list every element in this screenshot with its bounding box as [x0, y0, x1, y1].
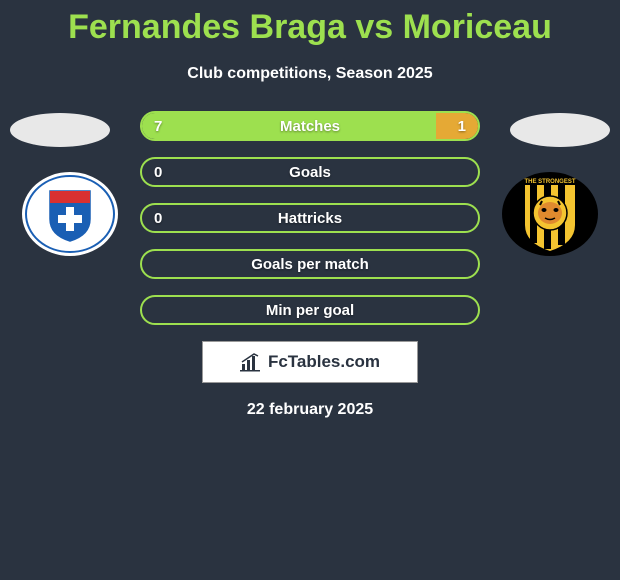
- subtitle: Club competitions, Season 2025: [0, 65, 620, 83]
- club-badge-left: [20, 171, 120, 257]
- chart-icon: [240, 352, 262, 372]
- svg-text:THE STRONGEST: THE STRONGEST: [524, 179, 575, 185]
- stat-bar: Min per goal: [140, 295, 480, 325]
- brand-badge[interactable]: FcTables.com: [202, 341, 418, 383]
- stat-bar: Goals per match: [140, 249, 480, 279]
- stat-label: Goals: [142, 159, 478, 185]
- stat-label: Matches: [142, 113, 478, 139]
- player-right-avatar-placeholder: [510, 113, 610, 147]
- brand-text: FcTables.com: [268, 352, 380, 372]
- stat-bar: 71Matches: [140, 111, 480, 141]
- stat-bars: 71Matches 0Goals 0Hattricks Goals per match…: [140, 111, 480, 325]
- player-left-avatar-placeholder: [10, 113, 110, 147]
- stat-label: Min per goal: [142, 297, 478, 323]
- club-badge-right: THE STRONGEST: [500, 171, 600, 257]
- stat-bar: 0Hattricks: [140, 203, 480, 233]
- page-title: Fernandes Braga vs Moriceau: [0, 0, 620, 47]
- stat-label: Hattricks: [142, 205, 478, 231]
- stat-label: Goals per match: [142, 251, 478, 277]
- stat-bar: 0Goals: [140, 157, 480, 187]
- comparison-panel: THE STRONGEST 71Matches 0Goals 0Hattricks G…: [0, 111, 620, 419]
- date-line: 22 february 2025: [0, 401, 620, 419]
